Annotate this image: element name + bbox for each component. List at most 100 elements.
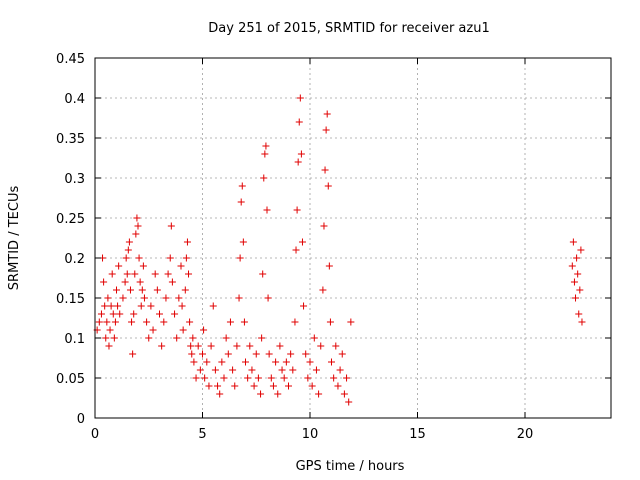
- data-point: [216, 390, 224, 398]
- data-point: [124, 246, 132, 254]
- data-point: [334, 382, 342, 390]
- data-point: [145, 334, 153, 342]
- data-point: [151, 270, 159, 278]
- data-point: [149, 326, 157, 334]
- data-point: [95, 318, 103, 326]
- data-point: [224, 350, 232, 358]
- data-point: [125, 238, 133, 246]
- data-point: [101, 302, 109, 310]
- data-point: [265, 350, 273, 358]
- data-point: [340, 390, 348, 398]
- y-tick-label: 0: [77, 412, 85, 427]
- data-point: [114, 302, 122, 310]
- data-point: [252, 350, 260, 358]
- data-point: [254, 374, 262, 382]
- data-point: [189, 334, 197, 342]
- data-point: [257, 390, 265, 398]
- data-point: [264, 294, 272, 302]
- y-tick-label: 0.2: [64, 252, 85, 267]
- data-point: [293, 206, 301, 214]
- data-point: [262, 142, 270, 150]
- data-point: [164, 270, 172, 278]
- data-point: [103, 318, 111, 326]
- data-point: [218, 358, 226, 366]
- data-point: [300, 302, 308, 310]
- data-point: [179, 326, 187, 334]
- chart-title: Day 251 of 2015, SRMTID for receiver azu…: [208, 21, 489, 36]
- x-axis-label: GPS time / hours: [296, 459, 405, 474]
- data-point: [321, 166, 329, 174]
- data-point: [209, 302, 217, 310]
- data-point: [133, 214, 141, 222]
- data-point: [108, 270, 116, 278]
- y-tick-label: 0.3: [64, 172, 85, 187]
- data-point: [274, 390, 282, 398]
- grid-lines: [95, 58, 611, 418]
- data-point: [280, 374, 288, 382]
- data-point: [115, 262, 123, 270]
- data-point: [236, 254, 244, 262]
- data-point: [102, 334, 110, 342]
- data-point: [248, 366, 256, 374]
- data-point: [570, 278, 578, 286]
- data-point: [238, 182, 246, 190]
- data-point: [211, 366, 219, 374]
- data-point: [304, 374, 312, 382]
- data-point: [177, 262, 185, 270]
- x-tick-label: 5: [198, 427, 206, 442]
- data-point: [336, 366, 344, 374]
- data-point: [171, 310, 179, 318]
- data-point: [207, 342, 215, 350]
- data-point: [294, 158, 302, 166]
- data-point: [306, 358, 314, 366]
- data-point: [222, 334, 230, 342]
- data-point: [109, 310, 117, 318]
- data-point: [130, 310, 138, 318]
- data-point: [185, 270, 193, 278]
- data-point: [139, 262, 147, 270]
- data-point: [131, 270, 139, 278]
- data-point: [147, 302, 155, 310]
- data-point: [137, 302, 145, 310]
- data-point: [308, 382, 316, 390]
- data-point: [136, 278, 144, 286]
- data-point: [201, 374, 209, 382]
- y-tick-label: 0.1: [64, 332, 85, 347]
- data-point: [296, 94, 304, 102]
- data-point: [158, 342, 166, 350]
- x-tick-label: 10: [302, 427, 319, 442]
- data-point: [229, 366, 237, 374]
- data-point: [194, 342, 202, 350]
- data-point: [297, 150, 305, 158]
- axis-ticks: [94, 57, 611, 419]
- data-point: [168, 278, 176, 286]
- data-point: [107, 302, 115, 310]
- data-point: [260, 174, 268, 182]
- data-point: [242, 358, 249, 366]
- data-point: [310, 334, 318, 342]
- data-point: [203, 358, 211, 366]
- y-tick-label: 0.4: [64, 92, 85, 107]
- data-point: [182, 254, 190, 262]
- data-point: [319, 286, 327, 294]
- data-point: [187, 342, 195, 350]
- data-point: [231, 382, 239, 390]
- data-point: [287, 350, 295, 358]
- data-point: [572, 294, 580, 302]
- data-point: [267, 374, 275, 382]
- data-point: [291, 318, 299, 326]
- data-point: [100, 278, 108, 286]
- y-tick-label: 0.15: [56, 292, 85, 307]
- data-point: [246, 342, 254, 350]
- x-tick-label: 0: [91, 427, 99, 442]
- data-point: [575, 310, 583, 318]
- data-point: [576, 286, 584, 294]
- data-point: [240, 318, 248, 326]
- data-point: [132, 230, 140, 238]
- data-point: [116, 310, 124, 318]
- data-point: [272, 358, 280, 366]
- data-point: [181, 286, 189, 294]
- data-point: [214, 382, 222, 390]
- data-point: [258, 334, 266, 342]
